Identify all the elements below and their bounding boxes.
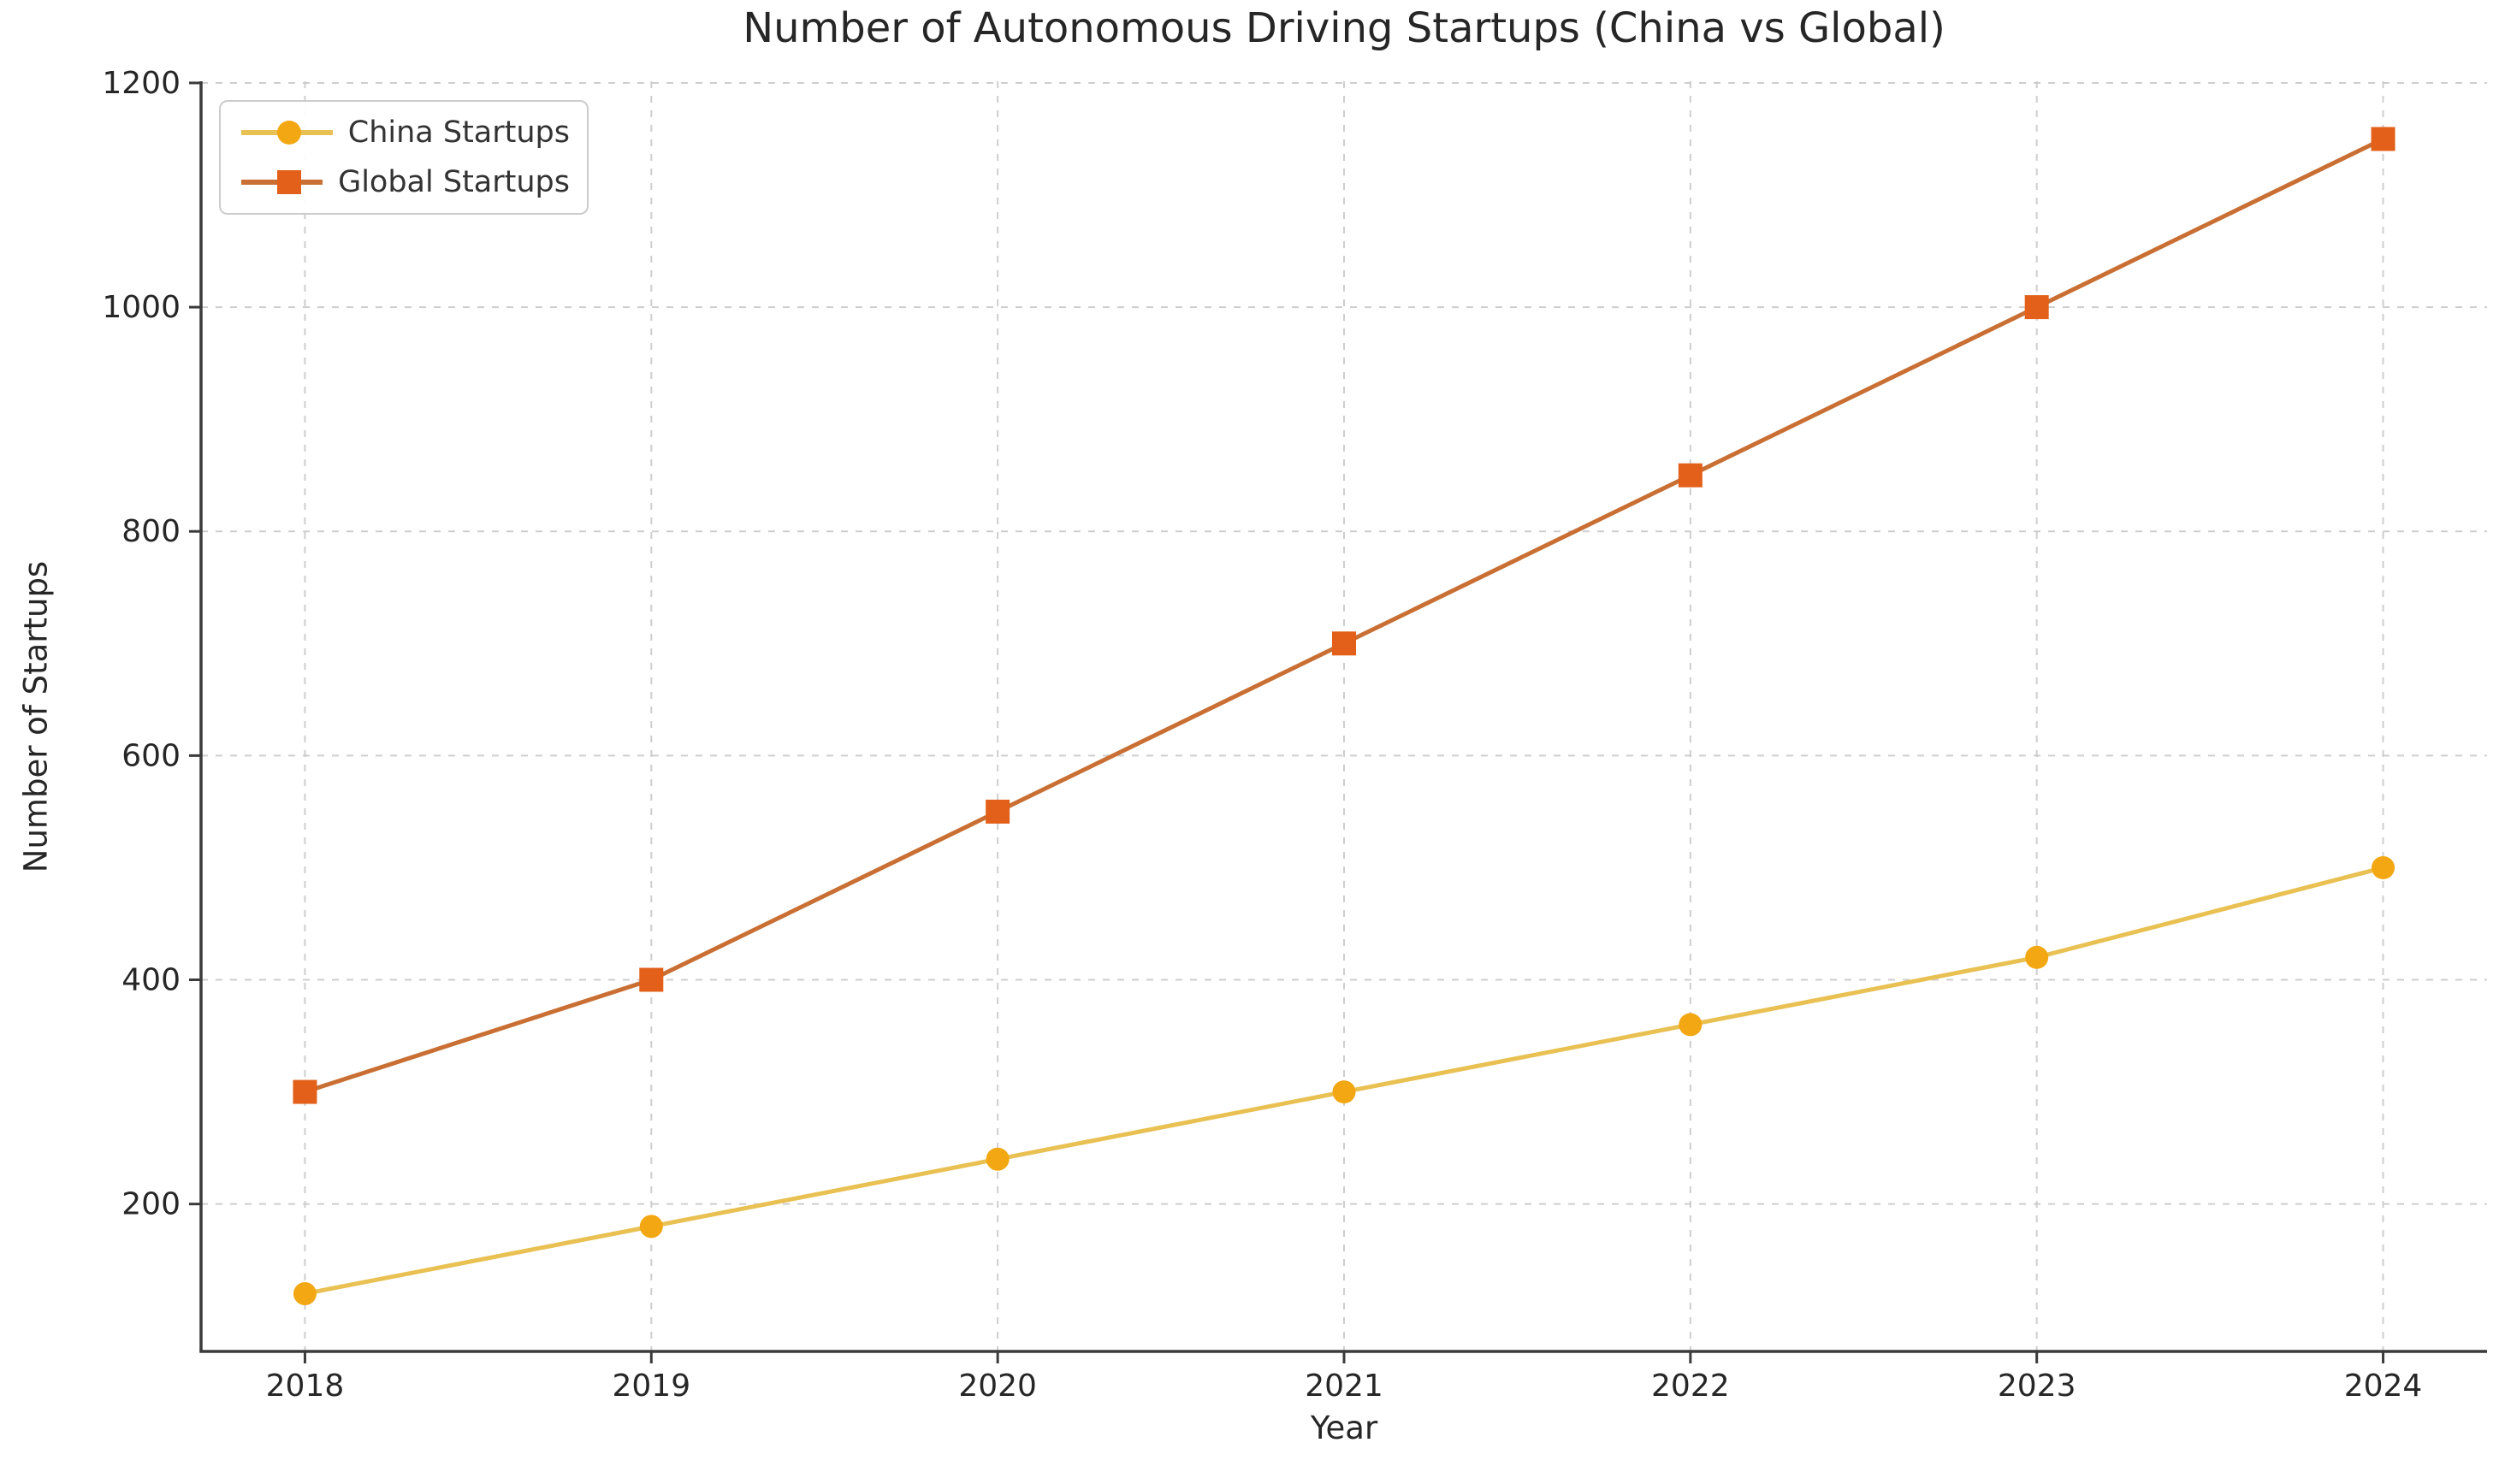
x-tick-label: 2021 <box>1305 1369 1383 1404</box>
x-tick-label: 2019 <box>612 1369 690 1404</box>
legend-china-sample-icon <box>241 121 333 145</box>
china-data-point-marker <box>639 1215 663 1239</box>
x-tick-label: 2018 <box>266 1369 345 1404</box>
legend-global-sample-icon <box>241 170 323 194</box>
y-tick-label: 400 <box>121 963 181 998</box>
global-data-point-marker <box>639 967 664 992</box>
china-data-point-marker <box>2372 855 2395 879</box>
x-tick-label: 2022 <box>1651 1369 1730 1404</box>
china-data-point-marker <box>2025 945 2049 969</box>
y-tick-label: 1200 <box>102 66 181 101</box>
china-data-point-marker <box>986 1147 1010 1171</box>
legend: China Startups Global Startups <box>219 100 589 215</box>
y-tick-label: 600 <box>121 738 181 773</box>
china-data-point-marker <box>1679 1013 1703 1037</box>
x-axis-title: Year <box>1310 1410 1378 1446</box>
x-tick-label: 2023 <box>1998 1369 2076 1404</box>
chart-title: Number of Autonomous Driving Startups (C… <box>743 4 1945 52</box>
global-data-point-marker <box>986 799 1010 824</box>
legend-label-china: China Startups <box>347 115 570 150</box>
china-data-point-marker <box>1332 1080 1356 1104</box>
y-tick-label: 200 <box>121 1187 181 1222</box>
x-tick-label: 2024 <box>2344 1369 2423 1404</box>
china-data-point-marker <box>293 1282 317 1305</box>
y-tick-label: 1000 <box>102 290 181 325</box>
legend-item-global: Global Startups <box>238 165 570 199</box>
x-tick-label: 2020 <box>958 1369 1037 1404</box>
global-data-point-marker <box>1332 631 1356 656</box>
global-data-point-marker <box>2024 295 2049 320</box>
global-data-point-marker <box>2371 127 2395 151</box>
global-data-point-marker <box>1678 463 1703 488</box>
legend-label-global: Global Startups <box>338 165 570 199</box>
global-data-point-marker <box>293 1079 317 1104</box>
legend-item-china: China Startups <box>238 115 570 150</box>
y-tick-label: 800 <box>121 514 181 549</box>
y-axis-title: Number of Startups <box>17 560 55 873</box>
